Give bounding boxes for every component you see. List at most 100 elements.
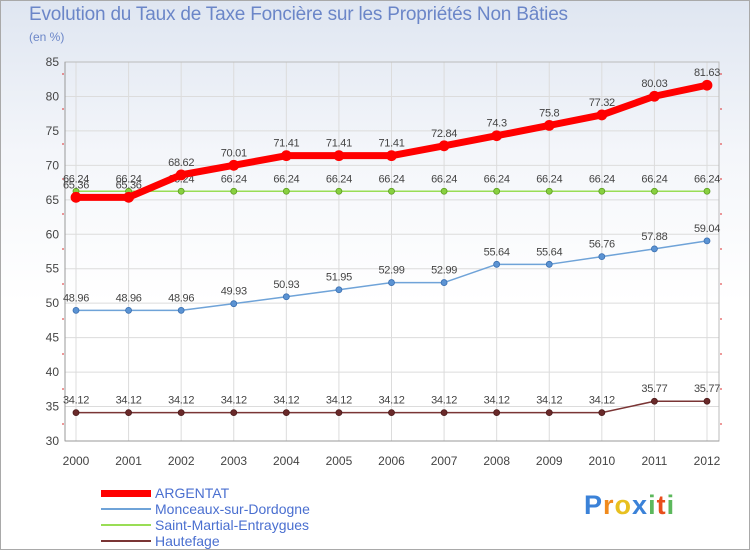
data-point (177, 306, 185, 314)
logo-letter: x (632, 490, 649, 520)
data-point (123, 191, 134, 203)
data-point (335, 187, 343, 195)
data-point (598, 187, 606, 195)
data-label: 35.77 (641, 383, 667, 395)
x-tick-label: 2005 (326, 454, 353, 468)
data-label: 50.93 (273, 279, 299, 291)
y-tick-label: 55 (46, 262, 60, 276)
data-point (177, 187, 185, 195)
data-label: 51.95 (326, 272, 352, 284)
logo-letter: P (584, 490, 604, 520)
data-label: 65.36 (116, 179, 142, 191)
y-tick-label: 30 (46, 434, 60, 448)
data-label: 34.12 (431, 395, 457, 407)
data-point (651, 397, 658, 405)
data-point (491, 130, 503, 142)
data-label: 71.41 (273, 138, 299, 150)
data-label: 66.24 (273, 173, 299, 185)
data-point (440, 409, 448, 417)
data-point (545, 260, 553, 268)
data-label: 66.24 (694, 173, 720, 185)
data-point (598, 253, 606, 260)
x-tick-label: 2008 (483, 454, 510, 468)
data-point (545, 187, 553, 195)
data-point (701, 79, 713, 91)
x-tick-label: 2006 (378, 454, 405, 468)
data-label: 71.41 (326, 138, 352, 150)
x-tick-label: 2009 (536, 454, 563, 468)
data-label: 48.96 (168, 292, 194, 304)
data-label: 59.04 (694, 223, 720, 235)
data-label: 66.24 (589, 173, 615, 185)
data-label: 66.24 (431, 173, 457, 185)
data-point (335, 409, 343, 417)
x-tick-label: 2012 (694, 454, 721, 468)
data-label: 55.64 (484, 246, 510, 258)
data-label: 34.12 (378, 395, 404, 407)
y-tick-label: 50 (46, 296, 60, 310)
data-point (438, 140, 450, 152)
y-tick-label: 75 (46, 124, 60, 138)
logo-letter: i (666, 490, 676, 520)
chart-title: Evolution du Taux de Taxe Foncière sur l… (29, 4, 568, 25)
data-point (72, 409, 80, 417)
data-point (493, 409, 501, 417)
data-point (388, 409, 395, 417)
data-label: 34.12 (589, 395, 615, 407)
logo-letter: r (603, 490, 615, 520)
legend-label-hautefage: Hautefage (155, 533, 220, 549)
data-point (388, 279, 395, 286)
data-label: 52.99 (378, 265, 404, 277)
y-tick-label: 70 (46, 158, 60, 172)
data-point (280, 150, 292, 162)
data-point (282, 187, 290, 195)
data-label: 57.88 (641, 231, 667, 243)
y-tick-label: 35 (46, 400, 60, 414)
legend-item-saint-martial: Saint-Martial-Entraygues (101, 517, 310, 533)
legend-swatch-saint-martial (101, 524, 151, 526)
data-label: 34.12 (326, 395, 352, 407)
series-hautefage: 34.12 34.12 34.12 34.12 34.12 34.12 34.12 34.12… (63, 383, 720, 417)
data-point (282, 409, 290, 417)
data-point (543, 119, 555, 131)
data-point (703, 397, 711, 405)
legend-swatch-monceaux (101, 508, 151, 510)
data-label: 66.24 (484, 173, 510, 185)
data-point (333, 150, 345, 162)
data-label: 75.8 (539, 107, 559, 119)
data-label: 80.03 (641, 78, 667, 90)
data-label: 70.01 (221, 147, 247, 159)
data-point (72, 306, 80, 314)
data-point (230, 300, 238, 308)
data-label: 48.96 (63, 292, 89, 304)
data-point (651, 187, 658, 195)
data-point (335, 286, 343, 294)
data-label: 34.12 (273, 395, 299, 407)
data-point (440, 187, 448, 195)
legend-label-argentat: ARGENTAT (155, 485, 230, 501)
x-tick-label: 2007 (431, 454, 458, 468)
data-label: 66.24 (116, 173, 142, 185)
y-tick-label: 65 (46, 193, 60, 207)
legend: ARGENTAT Monceaux-sur-Dordogne Saint-Mar… (101, 485, 310, 549)
data-point (545, 409, 553, 417)
data-point (596, 109, 608, 121)
data-label: 35.77 (694, 383, 720, 395)
data-label: 34.12 (221, 395, 247, 407)
data-point (598, 409, 606, 417)
y-tick-label: 85 (46, 55, 60, 69)
data-label: 49.93 (221, 286, 247, 298)
data-point (125, 306, 132, 314)
data-label: 65.36 (63, 179, 89, 191)
proxiti-logo: Proxiti (584, 490, 675, 521)
data-label: 34.12 (168, 395, 194, 407)
data-point (493, 187, 501, 195)
data-point (175, 169, 187, 181)
data-point (230, 409, 238, 417)
legend-item-monceaux: Monceaux-sur-Dordogne (101, 501, 310, 517)
legend-label-saint-martial: Saint-Martial-Entraygues (155, 517, 310, 533)
data-point (282, 293, 290, 301)
x-tick-label: 2000 (63, 454, 90, 468)
chart-subtitle: (en %) (29, 30, 65, 44)
